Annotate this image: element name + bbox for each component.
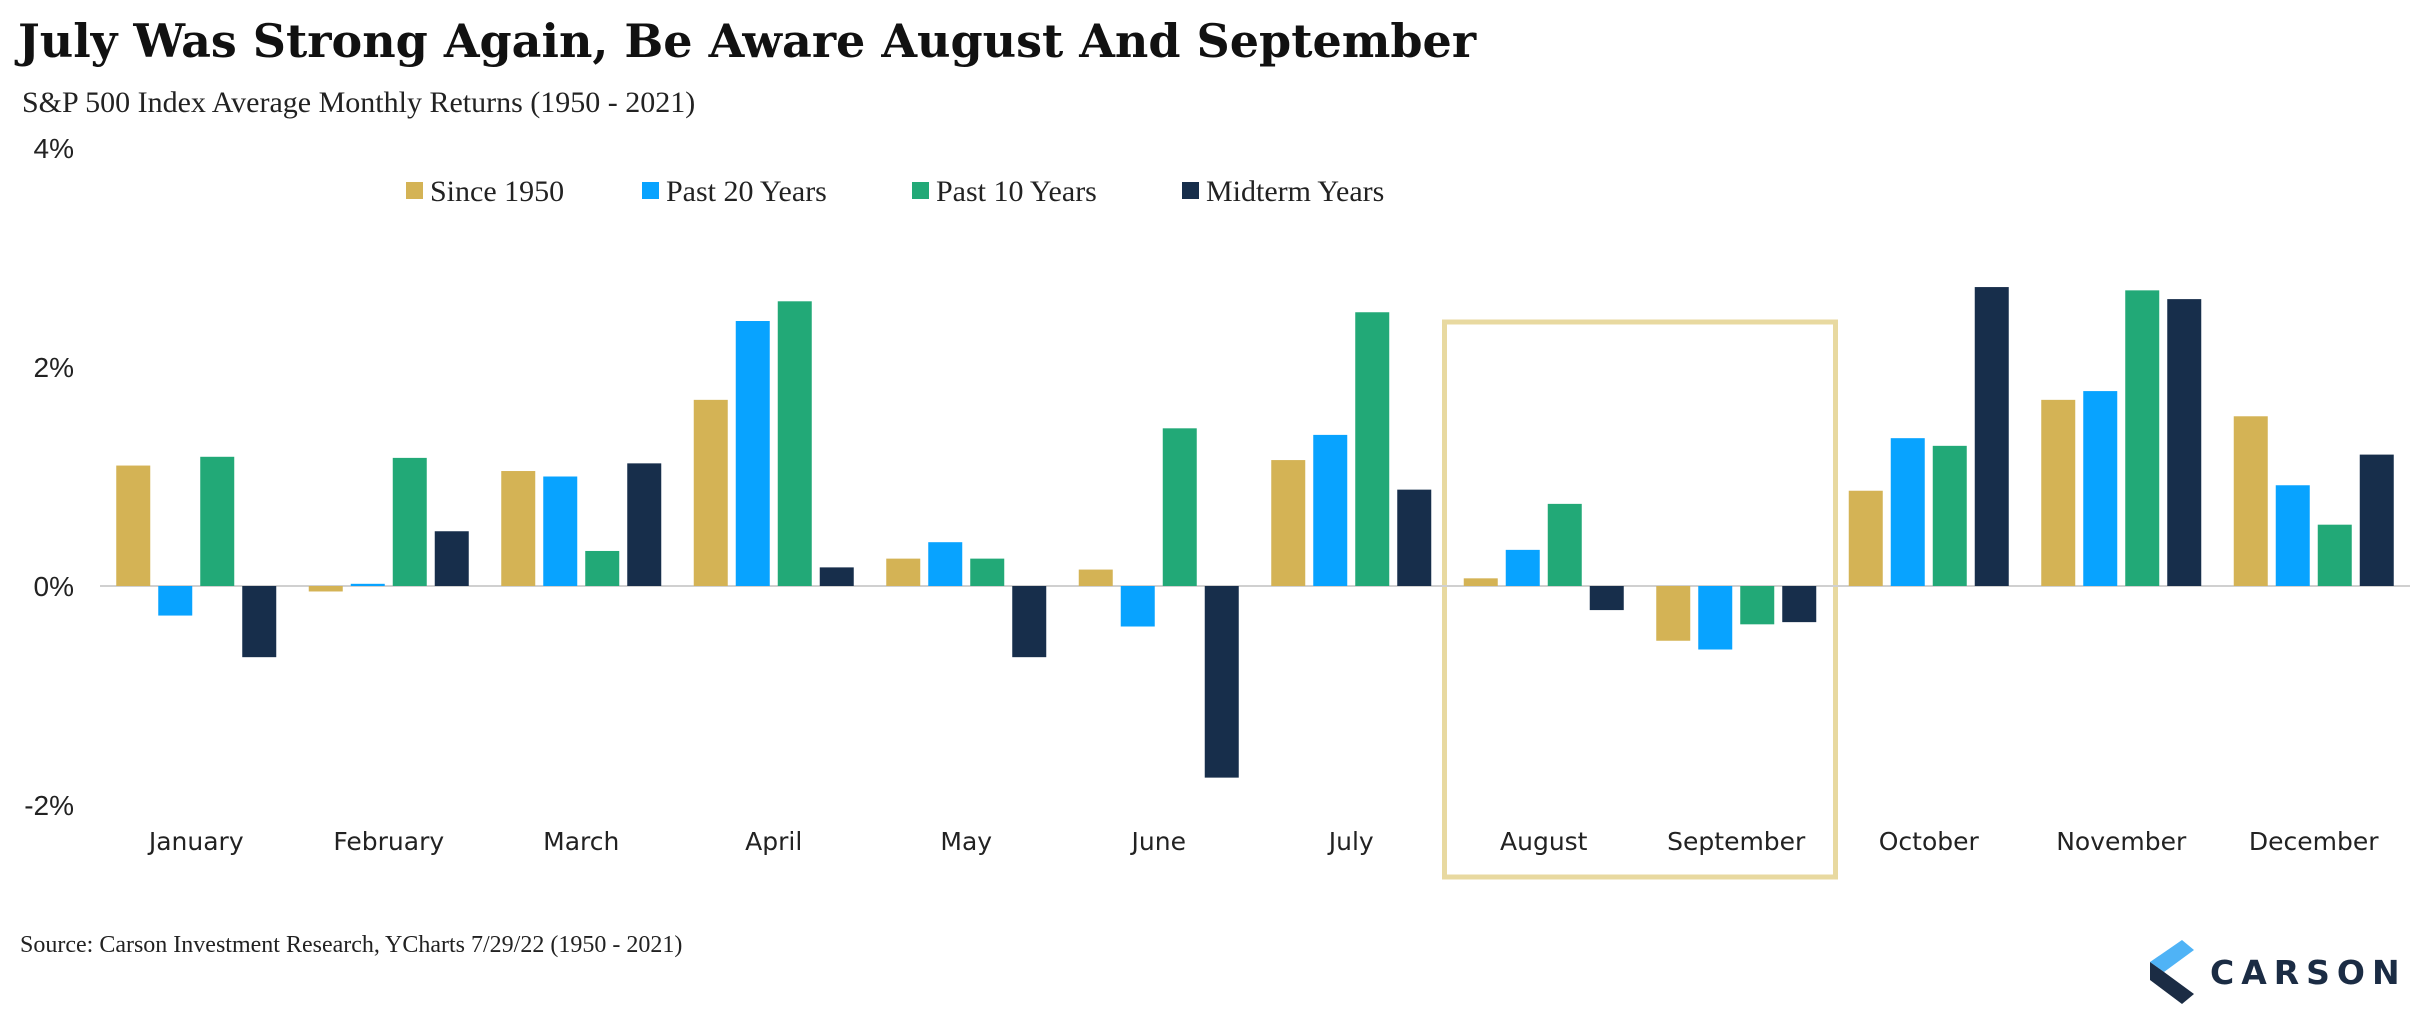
bar-march-midterm-years bbox=[627, 463, 662, 586]
bar-february-past-10-years bbox=[392, 457, 427, 586]
x-tick-label: July bbox=[1327, 827, 1374, 856]
bar-august-past-10-years bbox=[1547, 503, 1582, 586]
bar-march-past-10-years bbox=[585, 550, 620, 586]
highlight-box bbox=[1442, 319, 1838, 880]
bar-august-midterm-years bbox=[1589, 586, 1624, 611]
bar-july-since-1950 bbox=[1271, 460, 1306, 586]
y-tick-label: -2% bbox=[24, 790, 74, 821]
legend-item: Midterm Years bbox=[1182, 175, 1384, 208]
bar-october-midterm-years bbox=[1974, 287, 2009, 586]
bar-november-past-20-years bbox=[2083, 391, 2118, 586]
bar-december-past-10-years bbox=[2317, 524, 2352, 586]
bar-september-midterm-years bbox=[1782, 586, 1817, 623]
bar-july-midterm-years bbox=[1397, 489, 1432, 586]
bar-february-past-20-years bbox=[350, 583, 385, 586]
legend-swatch bbox=[406, 182, 423, 199]
legend-item: Past 20 Years bbox=[642, 175, 827, 208]
logo-text: CARSON bbox=[2210, 952, 2407, 992]
legend-item: Since 1950 bbox=[406, 175, 564, 208]
bar-january-past-10-years bbox=[200, 456, 235, 586]
bar-april-past-10-years bbox=[777, 301, 812, 586]
legend: Since 1950 Past 20 Years Past 10 Years Midt… bbox=[406, 175, 1384, 208]
bar-march-past-20-years bbox=[543, 476, 578, 586]
bar-november-past-10-years bbox=[2125, 290, 2160, 586]
legend-label: Midterm Years bbox=[1206, 175, 1384, 208]
x-tick-label: August bbox=[1500, 827, 1588, 856]
bar-march-since-1950 bbox=[501, 471, 536, 586]
bar-june-midterm-years bbox=[1204, 586, 1239, 778]
x-tick-label: October bbox=[1879, 827, 1980, 856]
legend-swatch bbox=[642, 182, 659, 199]
bar-october-past-20-years bbox=[1890, 438, 1925, 586]
bar-august-past-20-years bbox=[1505, 549, 1540, 586]
bar-july-past-20-years bbox=[1313, 434, 1348, 586]
bar-october-past-10-years bbox=[1932, 445, 1967, 586]
bar-april-since-1950 bbox=[693, 399, 728, 586]
carson-chevron-icon bbox=[2150, 940, 2194, 1004]
bar-september-since-1950 bbox=[1656, 586, 1691, 641]
bar-september-past-20-years bbox=[1698, 586, 1733, 650]
bar-may-past-10-years bbox=[970, 558, 1005, 586]
bar-november-midterm-years bbox=[2167, 299, 2202, 586]
bar-june-since-1950 bbox=[1078, 569, 1113, 586]
x-tick-label: June bbox=[1130, 827, 1186, 856]
y-tick-label: 2% bbox=[34, 352, 74, 383]
x-tick-label: February bbox=[333, 827, 444, 856]
bar-december-past-20-years bbox=[2275, 485, 2310, 586]
legend-label: Since 1950 bbox=[430, 175, 564, 208]
bar-june-past-20-years bbox=[1120, 586, 1155, 627]
x-tick-label: May bbox=[940, 827, 992, 856]
x-tick-label: December bbox=[2249, 827, 2379, 856]
y-tick-label: 0% bbox=[34, 571, 74, 602]
x-tick-label: March bbox=[543, 827, 619, 856]
legend-swatch bbox=[912, 182, 929, 199]
chart-subtitle: S&P 500 Index Average Monthly Returns (1… bbox=[22, 86, 696, 119]
bar-february-since-1950 bbox=[308, 586, 343, 592]
y-tick-label: 4% bbox=[34, 133, 74, 164]
bar-april-past-20-years bbox=[735, 321, 770, 586]
x-axis: January February March April May June July Augu… bbox=[147, 827, 2379, 856]
source-note: Source: Carson Investment Research, YCha… bbox=[20, 932, 683, 958]
bar-june-past-10-years bbox=[1162, 428, 1197, 586]
chart-title: July Was Strong Again, Be Aware August A… bbox=[18, 14, 1477, 68]
bar-april-midterm-years bbox=[819, 567, 854, 586]
y-axis: 4% 2% 0% -2% bbox=[24, 133, 2410, 821]
bar-december-midterm-years bbox=[2359, 454, 2394, 586]
x-tick-label: April bbox=[745, 827, 802, 856]
highlight-layer bbox=[1442, 319, 1838, 880]
bar-january-midterm-years bbox=[242, 586, 277, 658]
bar-january-past-20-years bbox=[158, 586, 193, 616]
bar-october-since-1950 bbox=[1848, 490, 1883, 586]
legend-swatch bbox=[1182, 182, 1199, 199]
bar-may-past-20-years bbox=[928, 542, 963, 586]
bar-august-since-1950 bbox=[1463, 578, 1498, 586]
bar-september-past-10-years bbox=[1740, 586, 1775, 625]
legend-item: Past 10 Years bbox=[912, 175, 1097, 208]
bar-may-midterm-years bbox=[1012, 586, 1047, 658]
legend-label: Past 10 Years bbox=[936, 175, 1097, 208]
bar-december-since-1950 bbox=[2233, 416, 2268, 586]
bar-may-since-1950 bbox=[886, 558, 921, 586]
bar-july-past-10-years bbox=[1355, 312, 1390, 586]
x-tick-label: January bbox=[147, 827, 244, 856]
bar-january-since-1950 bbox=[116, 465, 151, 586]
x-tick-label: September bbox=[1667, 827, 1806, 856]
bar-november-since-1950 bbox=[2041, 399, 2076, 586]
carson-logo: CARSON bbox=[2150, 940, 2407, 1004]
bar-february-midterm-years bbox=[434, 531, 469, 586]
bars bbox=[116, 287, 2394, 778]
legend-label: Past 20 Years bbox=[666, 175, 827, 208]
x-tick-label: November bbox=[2056, 827, 2187, 856]
